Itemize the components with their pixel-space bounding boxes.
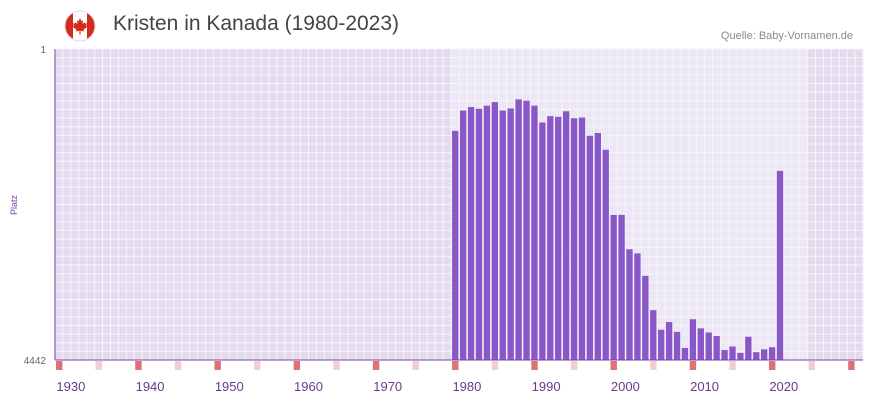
decade-marker-2028	[848, 361, 855, 370]
bar-2014	[737, 352, 744, 360]
decade-marker-1988	[531, 361, 538, 370]
bar-2015	[745, 336, 752, 360]
half-decade-marker-1993	[570, 361, 578, 370]
decade-marker-2008	[689, 361, 697, 370]
decade-marker-1998	[610, 361, 617, 370]
bar-2011	[713, 336, 720, 360]
bar-1983	[491, 102, 499, 360]
bar-1984	[499, 110, 506, 361]
x-tick-labels: 1930 1940 1950 1960 1970 1980 1990 2000 2010 2020	[56, 379, 798, 394]
x-tick-1930: 1930	[56, 379, 85, 394]
bar-2008	[689, 319, 697, 360]
x-tick-1980: 1980	[452, 379, 481, 394]
bar-2019	[776, 170, 784, 360]
decade-marker-1968	[372, 361, 380, 370]
x-tick-1970: 1970	[373, 379, 402, 394]
decade-marker-1938	[135, 361, 142, 370]
y-axis-label: Platz	[9, 194, 19, 215]
bar-1987	[523, 100, 530, 360]
bar-2002	[642, 275, 649, 360]
bar-1988	[531, 105, 538, 360]
bar-1997	[602, 149, 609, 360]
y-tick-bottom: 4442	[24, 356, 47, 367]
x-tick-2010: 2010	[690, 379, 719, 394]
bar-1998	[610, 214, 617, 360]
half-decade-marker-1963	[333, 361, 340, 370]
bar-1996	[594, 132, 601, 360]
bar-2012	[721, 350, 728, 360]
x-tick-1950: 1950	[215, 379, 244, 394]
bar-1980	[467, 107, 475, 361]
y-tick-top: 1	[40, 45, 46, 56]
bar-2004	[658, 329, 665, 360]
half-decade-marker-1973	[412, 361, 419, 370]
bar-2018	[768, 347, 776, 360]
decade-marker-1978	[452, 361, 459, 370]
gridlines	[54, 48, 864, 361]
decade-marker-1958	[293, 361, 301, 370]
half-decade-marker-2023	[808, 361, 815, 370]
half-decade-marker-1953	[254, 361, 261, 370]
bar-1979	[460, 110, 467, 361]
source-note: Quelle: Baby-Vornamen.de	[720, 30, 853, 42]
bar-1986	[515, 99, 522, 360]
half-decade-marker-1943	[174, 361, 182, 370]
bar-1991	[555, 116, 562, 360]
chart-title: Kristen in Kanada (1980-2023)	[113, 12, 400, 35]
bar-1993	[570, 118, 578, 361]
bar-2009	[697, 328, 704, 360]
bar-2000	[626, 249, 633, 360]
bar-1989	[539, 122, 546, 360]
bar-1992	[562, 111, 570, 361]
decade-markers	[56, 361, 855, 370]
bar-1990	[547, 116, 554, 360]
bar-2017	[761, 349, 768, 360]
x-tick-1940: 1940	[136, 379, 165, 394]
bars	[452, 99, 784, 361]
decade-marker-1928	[56, 361, 63, 370]
x-tick-2000: 2000	[611, 379, 640, 394]
bar-2005	[665, 322, 673, 360]
bar-1981	[475, 108, 483, 361]
bar-1985	[507, 108, 514, 360]
x-tick-1990: 1990	[532, 379, 561, 394]
half-decade-marker-2013	[729, 361, 736, 370]
bar-2001	[634, 253, 641, 360]
decade-marker-1948	[214, 361, 221, 370]
bar-1978	[452, 130, 459, 360]
half-decade-marker-2003	[650, 361, 657, 370]
bar-1982	[483, 105, 491, 360]
bar-1999	[618, 214, 625, 360]
bar-1995	[586, 135, 594, 360]
half-decade-marker-1983	[491, 361, 499, 370]
bar-1994	[578, 117, 586, 360]
bar-2013	[729, 346, 736, 360]
bar-2016	[753, 352, 760, 360]
x-tick-1960: 1960	[294, 379, 323, 394]
decade-marker-2018	[768, 361, 776, 370]
x-tick-2020: 2020	[769, 379, 798, 394]
bar-2003	[650, 310, 657, 360]
half-decade-marker-1933	[95, 361, 103, 370]
canada-flag-icon	[64, 10, 96, 42]
bar-2010	[705, 332, 712, 360]
bar-2006	[673, 331, 681, 360]
bar-2007	[681, 347, 689, 360]
